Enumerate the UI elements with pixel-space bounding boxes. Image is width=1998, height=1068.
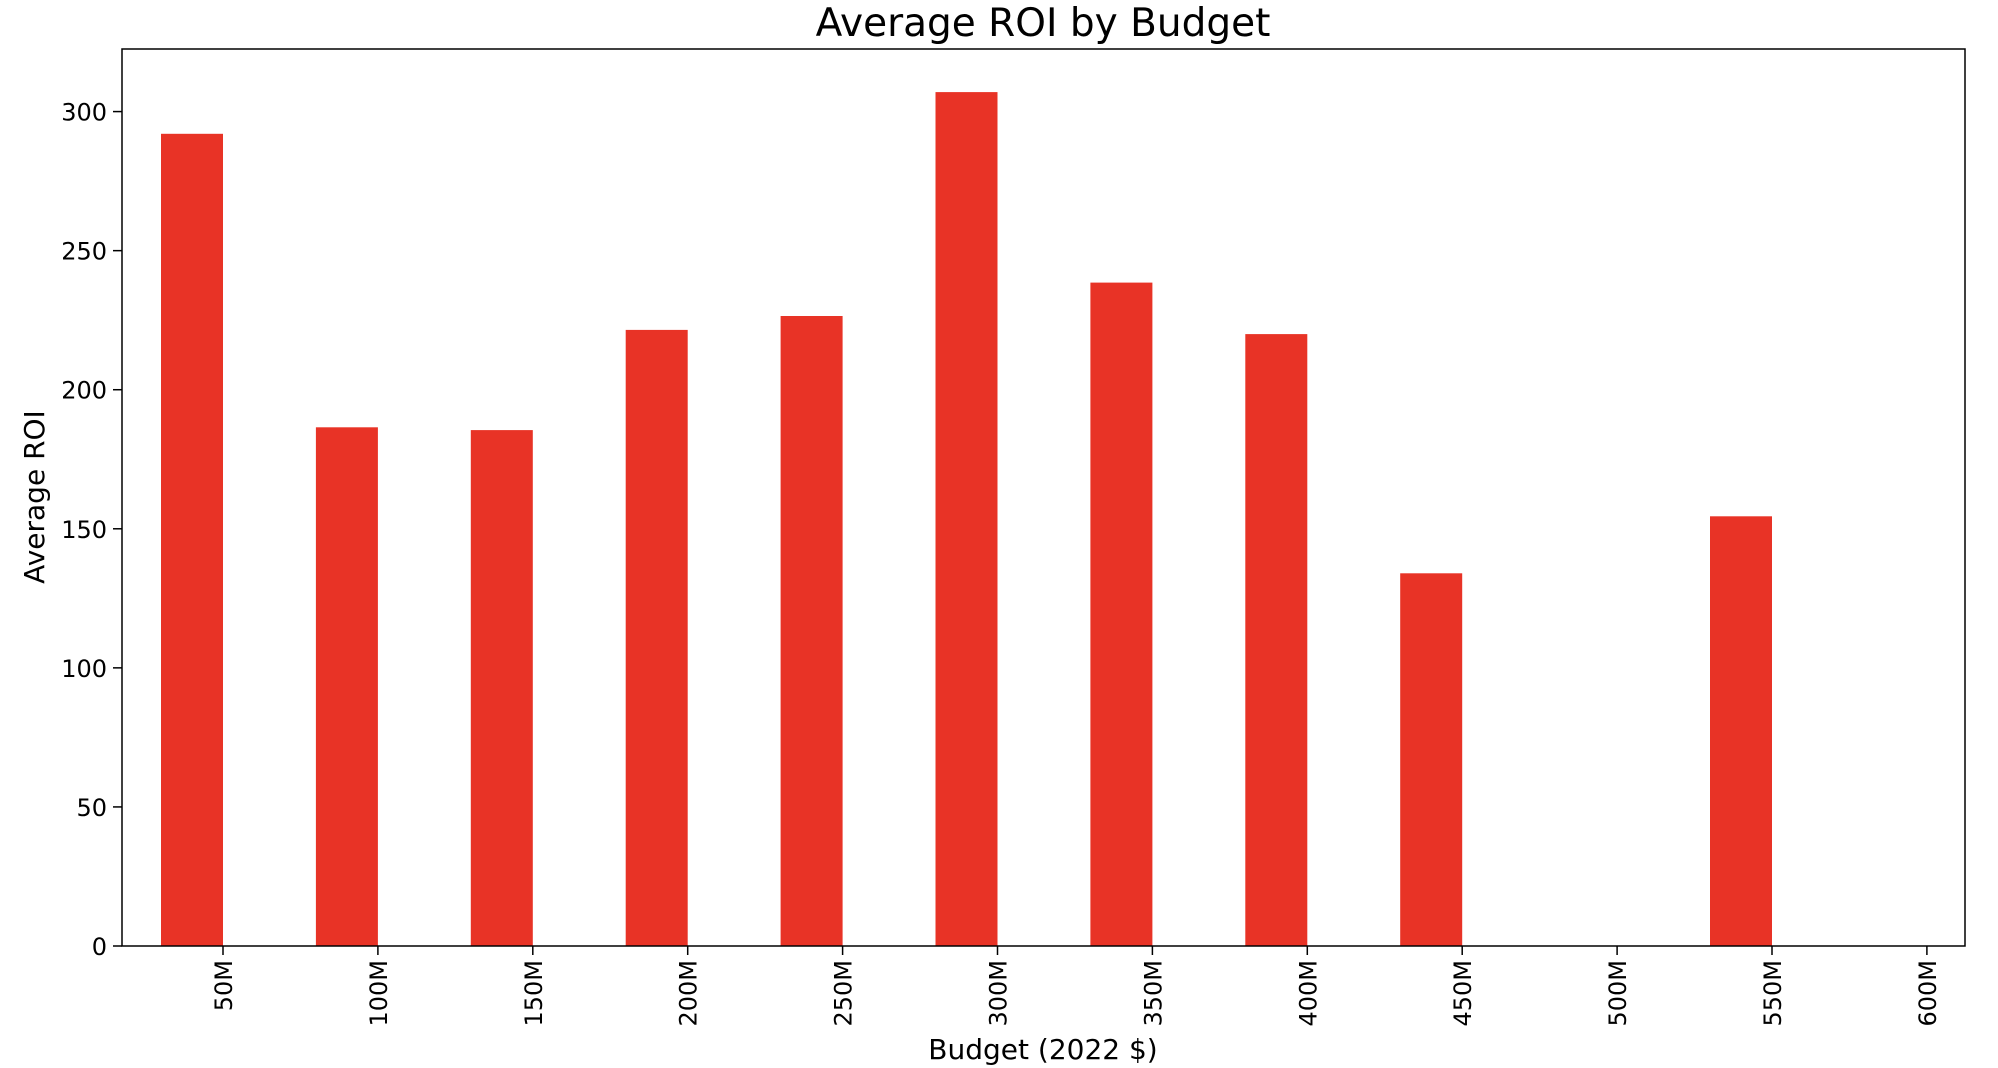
y-tick-label: 200 [61, 377, 107, 405]
y-tick-label: 150 [61, 516, 107, 544]
y-axis-label: Average ROI [18, 410, 51, 584]
x-tick-label: 100M [365, 960, 393, 1027]
x-tick-label: 600M [1914, 960, 1942, 1027]
y-axis-ticks: 0 50 100 150 200 250 300 [61, 99, 122, 961]
bar-200m [625, 329, 688, 946]
y-tick-label: 0 [92, 933, 107, 961]
x-tick-label: 150M [520, 960, 548, 1027]
x-tick-label: 550M [1759, 960, 1787, 1027]
y-tick-label: 50 [76, 794, 107, 822]
bar-550m [1710, 516, 1772, 946]
bar-50m [161, 133, 223, 947]
y-tick-label: 300 [61, 99, 107, 127]
x-axis-ticks: 50M 100M 150M 200M 250M 300M 350M 400M 450M 500M 5… [210, 946, 1942, 1027]
bar-150m [470, 430, 533, 947]
x-tick-label: 500M [1604, 960, 1632, 1027]
x-axis-label: Budget (2022 $) [928, 1033, 1157, 1066]
x-tick-label: 200M [675, 960, 703, 1027]
x-tick-label: 450M [1449, 960, 1477, 1027]
bar-450m [1400, 573, 1463, 946]
y-tick-label: 100 [61, 655, 107, 683]
bar-group [161, 92, 1772, 947]
x-tick-label: 300M [985, 960, 1013, 1027]
bar-400m [1245, 334, 1308, 947]
bar-300m [935, 92, 998, 947]
bar-100m [315, 427, 378, 946]
chart-title: Average ROI by Budget [816, 1, 1271, 46]
x-tick-label: 350M [1139, 960, 1167, 1027]
x-tick-label: 250M [830, 960, 858, 1027]
x-tick-label: 400M [1294, 960, 1322, 1027]
plot-frame [121, 48, 1966, 947]
bar-350m [1090, 282, 1153, 947]
x-tick-label: 50M [210, 960, 238, 1011]
bar-250m [780, 316, 843, 946]
y-tick-label: 250 [61, 238, 107, 266]
